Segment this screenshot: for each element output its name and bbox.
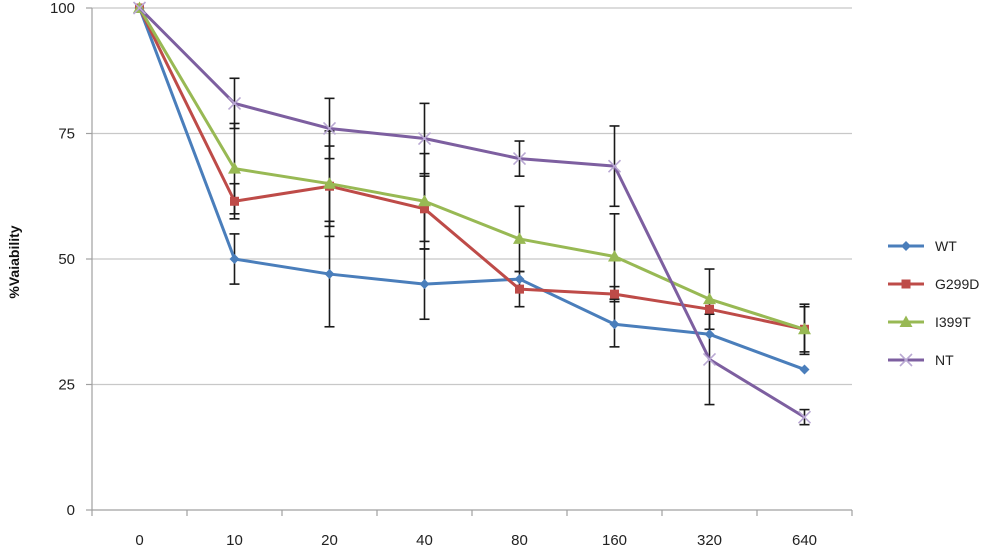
point-NT-320 xyxy=(702,352,717,366)
x-tick-label-320: 320 xyxy=(697,532,722,548)
point-I399T-320 xyxy=(703,292,716,305)
point-NT-20 xyxy=(322,121,337,136)
point-NT-10 xyxy=(227,96,242,110)
y-tick-label-0: 0 xyxy=(67,502,75,519)
legend-item-WT: WT xyxy=(888,238,957,254)
point-NT-0 xyxy=(132,1,147,15)
series-NT xyxy=(132,1,812,424)
point-I399T-160 xyxy=(608,249,621,262)
axes xyxy=(86,7,853,516)
x-tick-labels: 0 10 20 40 80 160 320 640 xyxy=(135,532,817,548)
y-tick-labels: 0 25 50 75 100 xyxy=(50,0,75,519)
point-I399T-640 xyxy=(798,322,811,335)
point-WT-640 xyxy=(799,364,810,375)
series-line-WT xyxy=(138,7,806,371)
x-tick-label-80: 80 xyxy=(511,532,528,548)
legend-marker-WT xyxy=(901,241,911,251)
point-G299D-320 xyxy=(705,304,714,314)
y-axis-label: %Vaiability xyxy=(6,225,22,298)
point-G299D-160 xyxy=(610,289,619,299)
legend-marker-G299D xyxy=(901,279,911,289)
point-I399T-20 xyxy=(323,177,336,189)
x-tick-label-160: 160 xyxy=(602,532,627,548)
point-G299D-40 xyxy=(420,204,429,214)
point-WT-40 xyxy=(419,279,430,290)
legend-label-G299D: G299D xyxy=(935,276,979,292)
y-tick-label-75: 75 xyxy=(58,126,75,143)
legend: WT G299D I399T NT xyxy=(888,238,979,368)
legend-marker-NT xyxy=(899,353,913,367)
legend-label-I399T: I399T xyxy=(935,314,971,330)
series-lines xyxy=(132,1,812,424)
x-tick-label-20: 20 xyxy=(321,532,338,548)
point-I399T-40 xyxy=(418,194,431,207)
x-tick-label-640: 640 xyxy=(792,532,817,548)
point-WT-320 xyxy=(704,329,715,340)
point-NT-40 xyxy=(417,131,432,146)
x-tick-label-40: 40 xyxy=(416,532,433,548)
y-tick-label-100: 100 xyxy=(50,0,75,17)
point-NT-80 xyxy=(512,152,527,166)
legend-marker-I399T xyxy=(899,315,913,327)
x-tick-label-0: 0 xyxy=(135,532,143,548)
legend-item-I399T: I399T xyxy=(888,314,971,330)
point-WT-20 xyxy=(324,269,335,280)
point-NT-640 xyxy=(797,410,812,424)
legend-label-WT: WT xyxy=(935,238,957,254)
legend-item-NT: NT xyxy=(888,352,954,368)
series-WT xyxy=(134,3,810,375)
legend-label-NT: NT xyxy=(935,352,954,368)
x-tick-label-10: 10 xyxy=(226,532,243,548)
legend-item-G299D: G299D xyxy=(888,276,979,292)
point-WT-10 xyxy=(229,254,240,264)
y-tick-label-25: 25 xyxy=(58,377,75,394)
y-tick-label-50: 50 xyxy=(58,251,75,268)
gridlines xyxy=(92,7,852,386)
series-line-I399T xyxy=(138,7,805,331)
error-bars xyxy=(229,77,810,426)
point-WT-160 xyxy=(609,319,620,330)
point-NT-160 xyxy=(607,159,622,173)
point-G299D-80 xyxy=(515,284,524,294)
point-WT-80 xyxy=(514,274,525,285)
point-I399T-10 xyxy=(228,162,241,174)
series-line-G299D xyxy=(138,7,805,331)
point-I399T-80 xyxy=(513,232,526,244)
series-line-NT xyxy=(138,6,806,419)
point-G299D-10 xyxy=(230,196,239,206)
